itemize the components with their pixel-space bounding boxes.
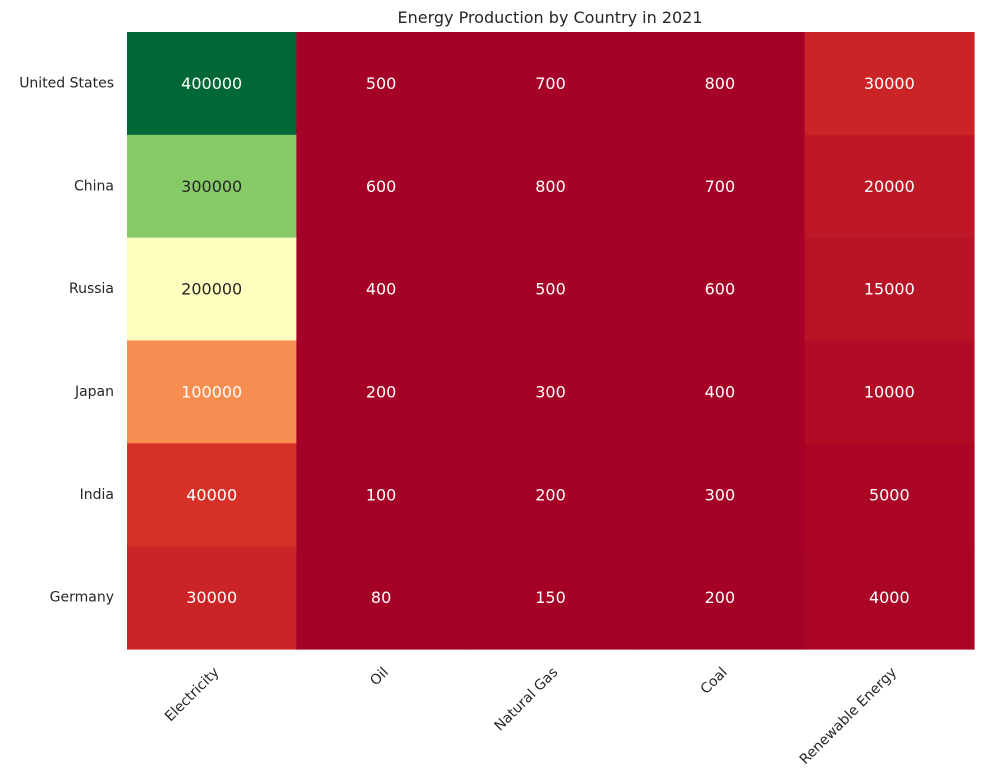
heatmap-value-china-renewable-energy: 20000 (864, 177, 915, 196)
heatmap-value-germany-renewable-energy: 4000 (869, 588, 910, 607)
heatmap-value-united-states-electricity: 400000 (181, 74, 242, 93)
heatmap-value-russia-natural-gas: 500 (535, 280, 566, 299)
heatmap-value-china-coal: 700 (705, 177, 736, 196)
heatmap-cell-germany-renewable-energy (804, 546, 975, 650)
heatmap-cell-russia-coal (635, 237, 806, 342)
heatmap-cell-japan-natural-gas (465, 340, 636, 444)
heatmap-cell-india-electricity (127, 443, 297, 547)
heatmap-cell-japan-coal (635, 340, 806, 444)
heatmap-value-china-electricity: 300000 (181, 177, 242, 196)
heatmap-cells (127, 32, 975, 650)
heatmap-cell-russia-natural-gas (465, 237, 636, 342)
x-tick-oil: Oil (367, 665, 392, 690)
chart-title: Energy Production by Country in 2021 (397, 8, 702, 27)
heatmap-value-germany-coal: 200 (705, 588, 736, 607)
heatmap-cell-germany-coal (635, 546, 806, 650)
heatmap-cell-russia-oil (296, 237, 467, 342)
x-tick-electricity: Electricity (162, 665, 222, 725)
heatmap-value-india-coal: 300 (705, 485, 736, 504)
heatmap-value-russia-oil: 400 (366, 280, 397, 299)
heatmap-cell-india-coal (635, 443, 806, 547)
heatmap-cell-germany-natural-gas (465, 546, 636, 650)
heatmap-value-india-electricity: 40000 (186, 485, 237, 504)
y-tick-india: India (80, 487, 114, 503)
heatmap-cell-china-natural-gas (465, 134, 636, 239)
x-tick-natural-gas: Natural Gas (491, 665, 561, 735)
heatmap-value-germany-electricity: 30000 (186, 588, 237, 607)
heatmap-cell-germany-oil (296, 546, 467, 650)
heatmap-cell-japan-electricity (127, 340, 297, 444)
heatmap-value-japan-coal: 400 (705, 382, 736, 401)
heatmap-cell-united-states-oil (296, 32, 467, 136)
heatmap-value-china-oil: 600 (366, 177, 397, 196)
y-tick-germany: Germany (50, 590, 114, 606)
heatmap-cell-russia-electricity (127, 237, 297, 342)
heatmap-cell-china-coal (635, 134, 806, 239)
heatmap-cell-russia-renewable-energy (804, 237, 975, 342)
heatmap-value-united-states-coal: 800 (705, 74, 736, 93)
heatmap-cell-united-states-renewable-energy (804, 32, 975, 136)
heatmap-cell-china-oil (296, 134, 467, 239)
heatmap-value-russia-coal: 600 (705, 280, 736, 299)
heatmap-cell-united-states-natural-gas (465, 32, 636, 136)
heatmap-cell-united-states-electricity (127, 32, 297, 136)
heatmap-value-japan-electricity: 100000 (181, 382, 242, 401)
heatmap-cell-china-renewable-energy (804, 134, 975, 239)
heatmap-cell-labels: 400000 500 700 800 30000 300000 600 800 700 20000… (181, 74, 915, 607)
heatmap-value-japan-natural-gas: 300 (535, 382, 566, 401)
heatmap-value-germany-natural-gas: 150 (535, 588, 566, 607)
heatmap-value-russia-renewable-energy: 15000 (864, 280, 915, 299)
heatmap-value-united-states-natural-gas: 700 (535, 74, 566, 93)
heatmap-value-japan-oil: 200 (366, 382, 397, 401)
heatmap-value-germany-oil: 80 (371, 588, 391, 607)
y-tick-japan: Japan (74, 384, 114, 400)
y-tick-united-states: United States (19, 75, 114, 91)
heatmap-value-india-oil: 100 (366, 485, 397, 504)
heatmap-cell-germany-electricity (127, 546, 297, 650)
x-axis-tick-labels: Electricity Oil Natural Gas Coal Renewable E… (162, 665, 900, 768)
x-tick-coal: Coal (698, 665, 731, 698)
heatmap-value-united-states-oil: 500 (366, 74, 397, 93)
heatmap-cell-india-oil (296, 443, 467, 547)
heatmap-cell-india-renewable-energy (804, 443, 975, 547)
heatmap-cell-india-natural-gas (465, 443, 636, 547)
heatmap-cell-united-states-coal (635, 32, 806, 136)
heatmap-value-russia-electricity: 200000 (181, 280, 242, 299)
y-tick-russia: Russia (69, 281, 114, 297)
heatmap-value-japan-renewable-energy: 10000 (864, 382, 915, 401)
y-tick-china: China (74, 178, 114, 194)
heatmap-value-china-natural-gas: 800 (535, 177, 566, 196)
heatmap-cell-japan-oil (296, 340, 467, 444)
x-tick-renewable-energy: Renewable Energy (797, 665, 900, 768)
heatmap-value-united-states-renewable-energy: 30000 (864, 74, 915, 93)
y-axis-tick-labels: United States China Russia Japan India German… (19, 75, 114, 605)
heatmap-cell-china-electricity (127, 134, 297, 239)
heatmap-cell-japan-renewable-energy (804, 340, 975, 444)
heatmap-value-india-natural-gas: 200 (535, 485, 566, 504)
heatmap-value-india-renewable-energy: 5000 (869, 485, 910, 504)
